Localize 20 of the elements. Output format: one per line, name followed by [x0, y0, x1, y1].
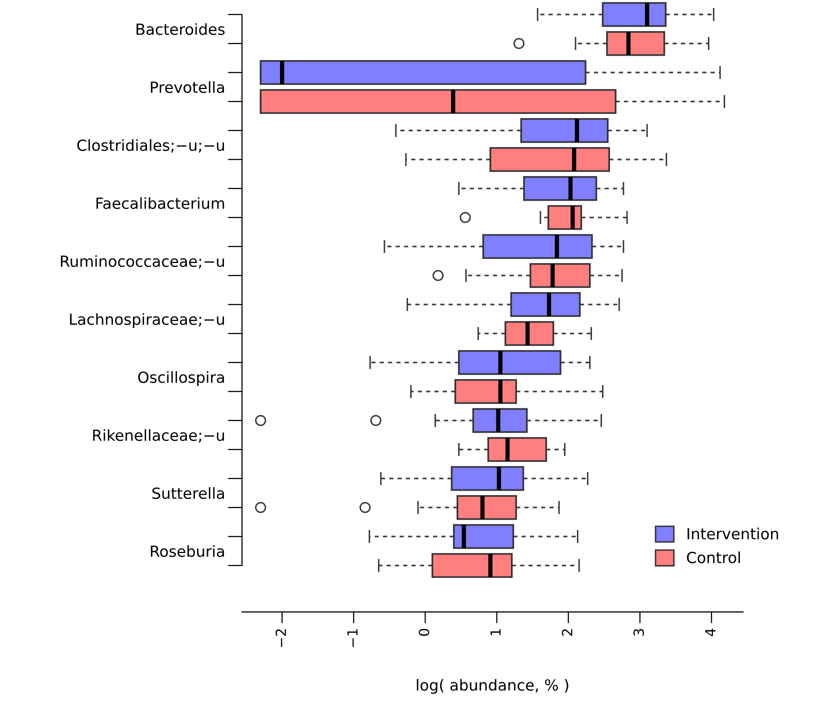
- x-tick-label: −1: [347, 629, 358, 647]
- x-axis-title: log( abundance, % ): [416, 678, 568, 694]
- y-tick-label: Rikenellaceae;−u: [93, 429, 224, 443]
- x-tick-label: 4: [705, 628, 716, 636]
- x-tick-label: 3: [633, 629, 644, 636]
- y-tick-label: Bacteroides: [136, 23, 225, 36]
- legend-label: Control: [686, 551, 740, 564]
- y-tick-label: Prevotella: [150, 81, 224, 94]
- y-tick-label: Ruminococcaceae;−u: [60, 255, 224, 269]
- y-tick-label: Faecalibacterium: [96, 197, 224, 210]
- x-tick-label: 2: [562, 629, 572, 636]
- y-tick-label: Sutterella: [152, 487, 224, 500]
- y-tick-label: Clostridiales;−u;−u: [77, 139, 224, 153]
- legend-label: Intervention: [688, 528, 778, 540]
- x-tick-label: −2: [276, 629, 286, 647]
- x-tick-label: 1: [490, 629, 501, 636]
- y-tick-label: Lachnospiraceae;−u: [70, 313, 224, 328]
- x-tick-label: 0: [418, 628, 430, 636]
- y-tick-label: Roseburia: [150, 545, 224, 558]
- y-tick-label: Oscillospira: [138, 371, 224, 386]
